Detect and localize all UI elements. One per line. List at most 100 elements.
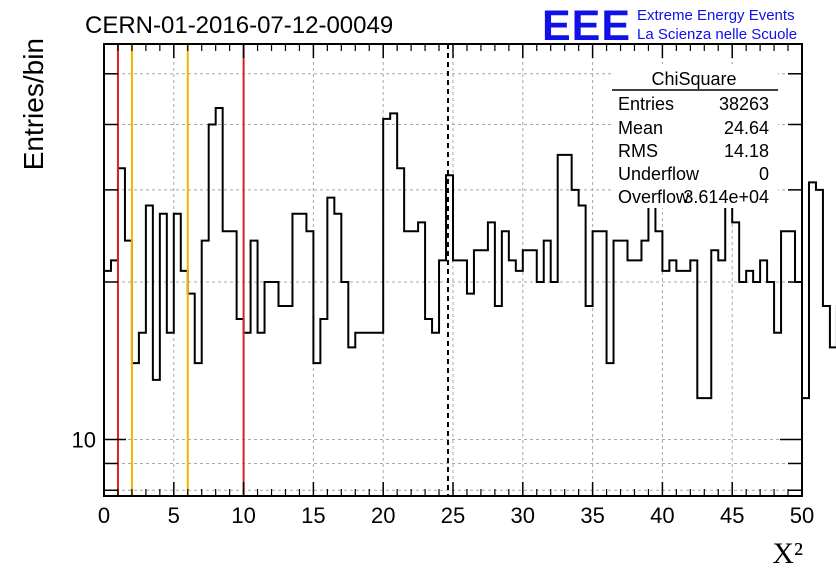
axis-ticks <box>103 44 803 496</box>
histogram-bin <box>474 250 481 496</box>
histogram-bin <box>704 398 711 496</box>
x-tick-label: 50 <box>790 503 814 528</box>
histogram-bin <box>760 260 767 496</box>
histogram-bin <box>341 282 348 496</box>
x-axis-label: X² <box>772 537 803 570</box>
histogram-bin <box>376 333 383 496</box>
histogram-bin <box>530 250 537 496</box>
histogram-bin <box>600 231 607 496</box>
histogram-bin <box>327 198 334 496</box>
histogram-bin <box>579 206 586 496</box>
histogram-bin <box>139 333 146 496</box>
y-axis-label: Entries/bin <box>18 38 49 170</box>
x-tick-label: 10 <box>231 503 255 528</box>
x-tick-label: 30 <box>511 503 535 528</box>
stats-box: ChiSquare Entries 38263 Mean 24.64 RMS 1… <box>612 64 778 208</box>
x-tick-label: 5 <box>168 503 180 528</box>
histogram-bin <box>676 271 683 496</box>
histogram-bin <box>397 168 404 496</box>
histogram-bin <box>746 271 753 496</box>
logo-line-1: Extreme Energy Events <box>637 7 795 24</box>
tick-labels: 0 5 10 15 20 25 30 35 40 45 50 10 <box>72 428 815 528</box>
stats-value-mean: 24.64 <box>724 118 769 138</box>
histogram-bin <box>237 319 244 496</box>
histogram-bin <box>439 260 446 496</box>
histogram-bin <box>774 333 781 496</box>
histogram-bin <box>299 214 306 496</box>
histogram-bin <box>781 231 788 496</box>
histogram-bin <box>369 333 376 496</box>
histogram-bin <box>809 182 816 496</box>
stats-value-overflow: 3.614e+04 <box>683 187 769 207</box>
histogram-bin <box>739 282 746 496</box>
histogram-bin <box>306 231 313 496</box>
histogram-bin <box>132 363 139 496</box>
histogram-bin <box>830 347 836 496</box>
histogram-bin <box>558 155 565 496</box>
histogram-bin <box>690 260 697 496</box>
stats-value-entries: 38263 <box>719 94 769 114</box>
histogram-bin <box>718 260 725 496</box>
x-tick-label: 25 <box>441 503 465 528</box>
histogram-bin <box>572 190 579 496</box>
histogram-bin <box>634 260 641 496</box>
eee-logo: EEE Extreme Energy Events La Scienza nel… <box>542 2 797 50</box>
histogram-bin <box>481 250 488 496</box>
histogram-bin <box>788 231 795 496</box>
histogram-bin <box>313 363 320 496</box>
histogram-bin <box>725 206 732 496</box>
histogram-bin <box>537 282 544 496</box>
histogram-bin <box>453 260 460 496</box>
histogram-bin <box>467 294 474 496</box>
stats-label-overflow: Overflow <box>618 187 690 207</box>
histogram-bin <box>509 260 516 496</box>
stats-label-mean: Mean <box>618 118 663 138</box>
histogram-bin <box>320 319 327 496</box>
histogram-bin <box>551 282 558 496</box>
histogram-bin <box>460 260 467 496</box>
histogram-bin <box>641 241 648 496</box>
histogram-bin <box>516 271 523 496</box>
histogram-bin <box>104 271 111 496</box>
logo-line-2: La Scienza nelle Scuole <box>637 26 797 43</box>
histogram-bin <box>111 260 118 496</box>
histogram-bin <box>265 282 272 496</box>
histogram-bin <box>244 333 251 496</box>
histogram-bin <box>697 398 704 496</box>
marker-lines <box>116 44 449 496</box>
histogram-bin <box>767 282 774 496</box>
histogram-bin <box>362 333 369 496</box>
histogram-bin <box>586 306 593 496</box>
histogram-bin <box>823 306 830 496</box>
x-tick-label: 40 <box>650 503 674 528</box>
histogram-bin <box>711 250 718 496</box>
histogram-bin <box>523 250 530 496</box>
histogram-bin <box>544 241 551 496</box>
histogram-bin <box>118 168 125 496</box>
histogram-bin <box>292 214 299 496</box>
histogram <box>104 107 836 496</box>
histogram-bin <box>279 306 286 496</box>
histogram-bin <box>188 294 195 496</box>
histogram-bin <box>334 214 341 496</box>
histogram-bin <box>628 260 635 496</box>
chart-title: CERN-01-2016-07-12-00049 <box>85 12 393 39</box>
histogram-bin <box>607 363 614 496</box>
histogram-bin <box>662 271 669 496</box>
histogram-bin <box>160 214 167 496</box>
histogram-bin <box>418 222 425 496</box>
histogram-bin <box>285 306 292 496</box>
histogram-bin <box>251 241 258 496</box>
stats-title: ChiSquare <box>651 69 736 89</box>
histogram-bin <box>669 260 676 496</box>
histogram-bin <box>816 190 823 496</box>
histogram-bin <box>404 231 411 496</box>
histogram-bin <box>683 271 690 496</box>
histogram-bin <box>802 398 809 496</box>
histogram-bin <box>425 319 432 496</box>
histogram-bin <box>167 333 174 496</box>
histogram-bin <box>495 306 502 496</box>
histogram-outline <box>104 107 836 400</box>
x-tick-label: 20 <box>371 503 395 528</box>
